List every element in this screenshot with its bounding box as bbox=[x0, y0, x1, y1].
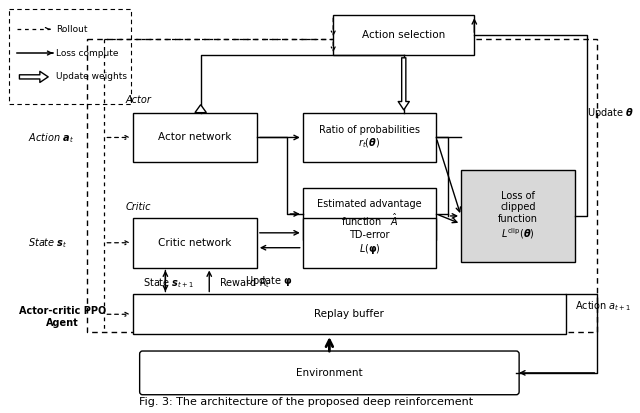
Text: Replay buffer: Replay buffer bbox=[314, 309, 385, 319]
Bar bbox=[87, 39, 597, 332]
Text: Actor-critic PPO
Agent: Actor-critic PPO Agent bbox=[19, 306, 106, 328]
FancyBboxPatch shape bbox=[140, 351, 519, 395]
Text: Reward $R_t$: Reward $R_t$ bbox=[219, 277, 271, 290]
Text: Fig. 3: The architecture of the proposed deep reinforcement: Fig. 3: The architecture of the proposed… bbox=[140, 396, 474, 407]
FancyBboxPatch shape bbox=[303, 113, 436, 162]
Text: Update $\boldsymbol{\varphi}$: Update $\boldsymbol{\varphi}$ bbox=[246, 275, 293, 289]
Text: Update $\boldsymbol{\theta}$: Update $\boldsymbol{\theta}$ bbox=[587, 106, 634, 120]
Text: Update weights: Update weights bbox=[56, 72, 127, 81]
FancyBboxPatch shape bbox=[303, 218, 436, 268]
Text: Actor network: Actor network bbox=[158, 133, 232, 142]
FancyBboxPatch shape bbox=[133, 218, 257, 268]
FancyBboxPatch shape bbox=[461, 170, 575, 261]
Text: Loss compute: Loss compute bbox=[56, 49, 118, 57]
Text: Estimated advantage
function   $\hat{A}$: Estimated advantage function $\hat{A}$ bbox=[317, 199, 422, 228]
Text: Action $a_{t+1}$: Action $a_{t+1}$ bbox=[575, 299, 632, 313]
Text: Critic network: Critic network bbox=[158, 238, 232, 248]
Text: TD-error
$L(\boldsymbol{\varphi})$: TD-error $L(\boldsymbol{\varphi})$ bbox=[349, 230, 390, 256]
Text: Action selection: Action selection bbox=[362, 30, 445, 40]
Text: Loss of
clipped
function
$L^{\mathrm{clip}}(\boldsymbol{\theta})$: Loss of clipped function $L^{\mathrm{cli… bbox=[498, 191, 538, 241]
Polygon shape bbox=[195, 104, 206, 113]
Text: State $\boldsymbol{s}_{t+1}$: State $\boldsymbol{s}_{t+1}$ bbox=[143, 277, 194, 290]
Text: Ratio of probabilities
$r_t(\boldsymbol{\theta})$: Ratio of probabilities $r_t(\boldsymbol{… bbox=[319, 125, 420, 150]
FancyBboxPatch shape bbox=[333, 15, 474, 55]
FancyBboxPatch shape bbox=[133, 113, 257, 162]
Text: Environment: Environment bbox=[296, 368, 363, 378]
Text: Action $\boldsymbol{a}_t$: Action $\boldsymbol{a}_t$ bbox=[28, 132, 74, 145]
Text: Critic: Critic bbox=[125, 202, 151, 212]
Text: Rollout: Rollout bbox=[56, 25, 87, 34]
Text: State $\boldsymbol{s}_t$: State $\boldsymbol{s}_t$ bbox=[28, 236, 68, 249]
Bar bbox=[9, 9, 131, 104]
FancyBboxPatch shape bbox=[133, 294, 566, 334]
FancyBboxPatch shape bbox=[303, 188, 436, 240]
Text: Actor: Actor bbox=[125, 95, 151, 105]
